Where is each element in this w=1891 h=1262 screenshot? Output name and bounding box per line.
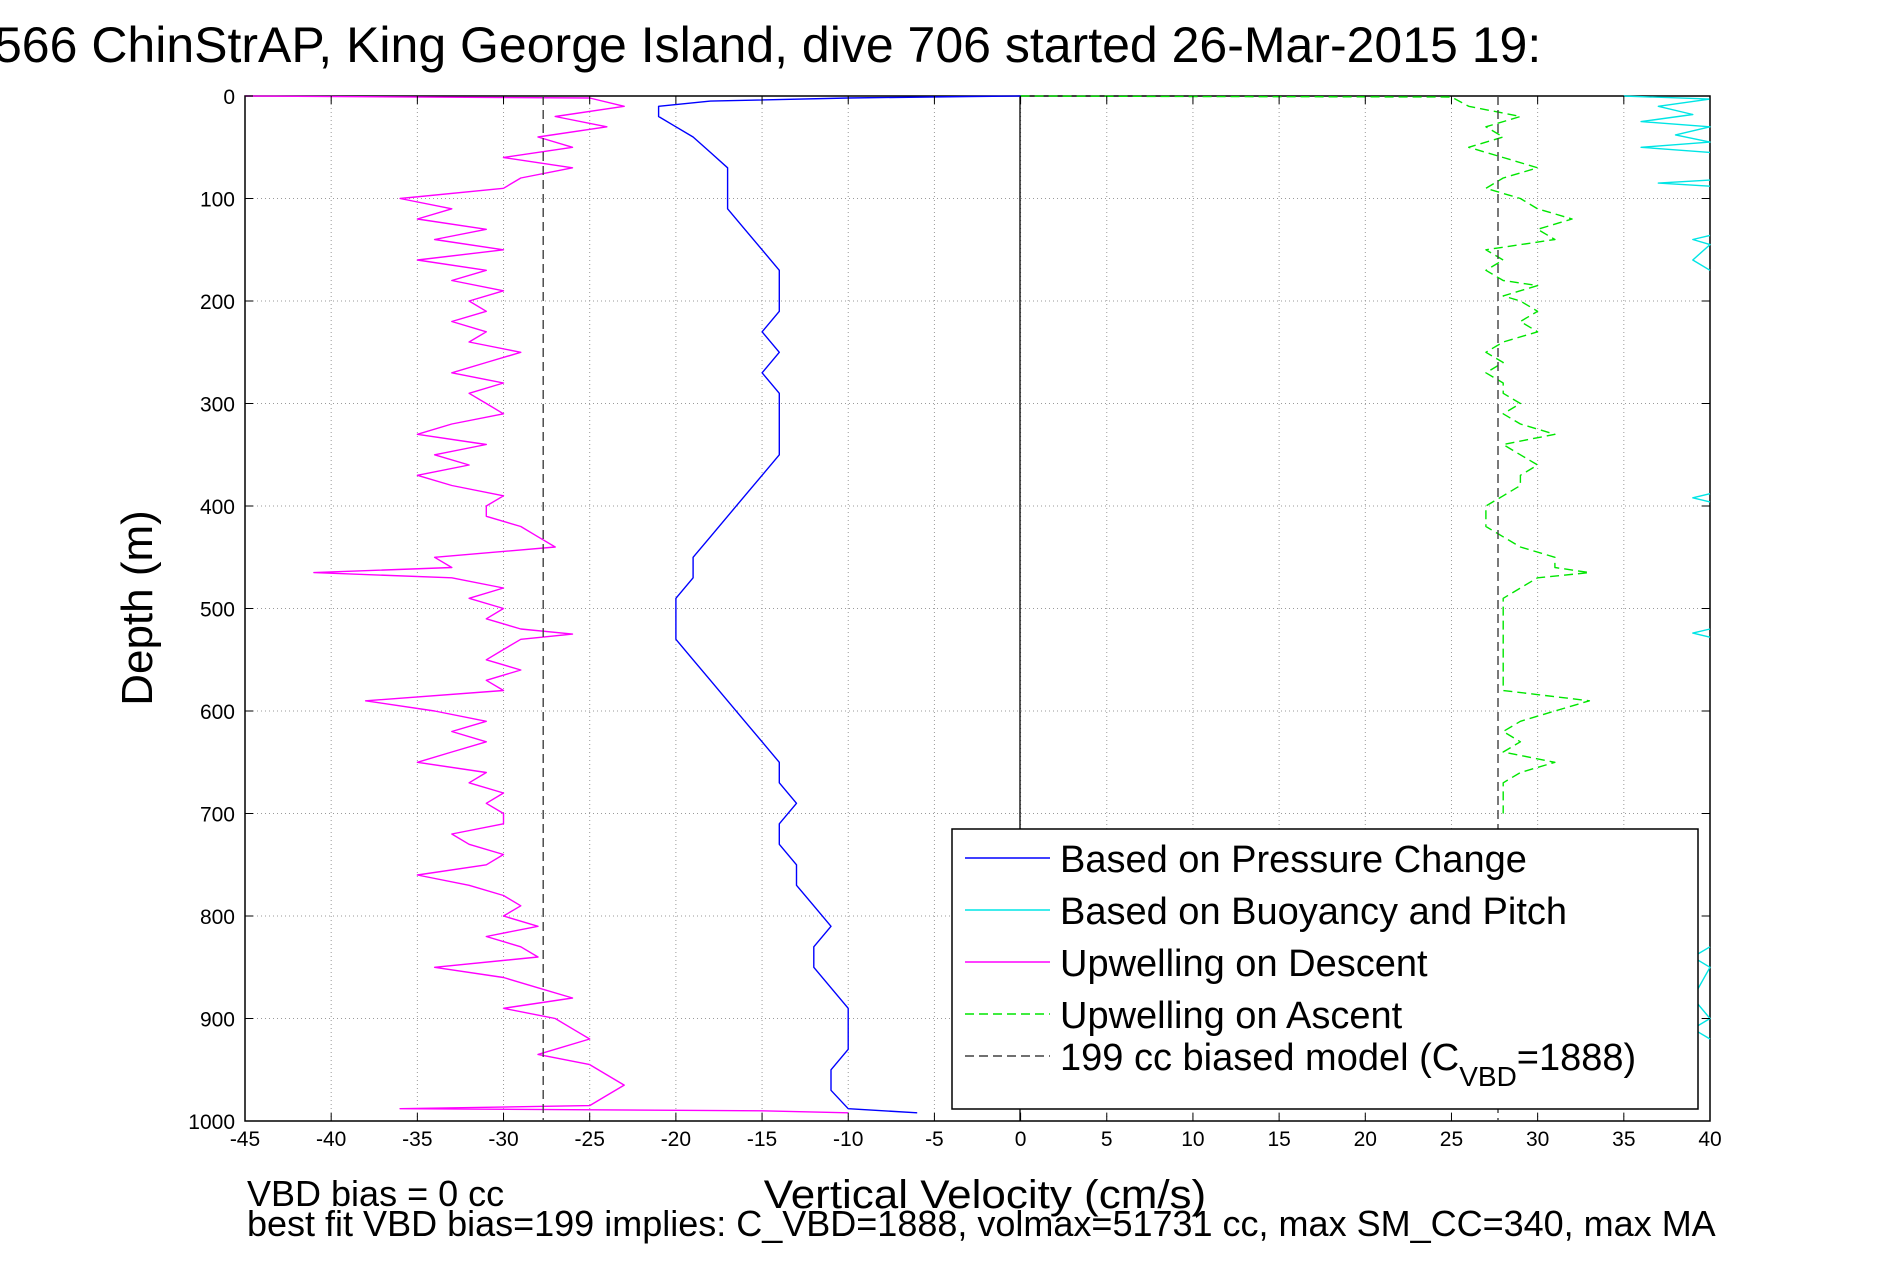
x-tick-label: 5 [1101, 1128, 1113, 1151]
y-tick-label: 300 [200, 394, 235, 417]
y-axis-label: Depth (m) [113, 510, 162, 706]
legend-label-pressure: Based on Pressure Change [1060, 839, 1527, 881]
y-tick-label: 700 [200, 804, 235, 827]
y-tick-label: 400 [200, 496, 235, 519]
x-tick-label: -30 [488, 1128, 518, 1151]
x-tick-label: 0 [1015, 1128, 1027, 1151]
y-tick-label: 0 [223, 86, 235, 109]
legend-label-descent: Upwelling on Descent [1060, 943, 1428, 985]
x-tick-label: -45 [230, 1128, 260, 1151]
series-line-4 [1692, 493, 1711, 503]
x-tick-label: 30 [1526, 1128, 1549, 1151]
footer-best-fit: best fit VBD bias=199 implies: C_VBD=188… [247, 1203, 1716, 1244]
series-line-2 [1657, 179, 1711, 187]
series-line-7 [244, 95, 849, 1114]
legend-label-model: 199 cc biased model (CVBD=1888) [1060, 1037, 1636, 1092]
series-line-0 [657, 95, 1021, 1114]
y-tick-label: 900 [200, 1009, 235, 1032]
legend-label-ascent: Upwelling on Ascent [1060, 995, 1403, 1037]
footer-vbd-bias: VBD bias = 0 cc [247, 1173, 504, 1214]
x-tick-label: 10 [1181, 1128, 1204, 1151]
x-tick-label: 20 [1354, 1128, 1377, 1151]
x-tick-label: -35 [402, 1128, 432, 1151]
x-tick-label: 25 [1440, 1128, 1463, 1151]
series-line-8 [1020, 95, 1591, 814]
x-tick-label: 15 [1267, 1128, 1290, 1151]
x-ticks: -45 -40 -35 -30 -25 -20 -15 -10 -5 0 5 10 15 20 25 30 35… [230, 96, 1722, 1151]
legend-label-buoyancy: Based on Buoyancy and Pitch [1060, 891, 1567, 933]
series-line-1 [1623, 95, 1711, 154]
x-tick-label: -15 [747, 1128, 777, 1151]
y-ticks: 0 100 200 300 400 500 600 700 800 900 1000 [188, 86, 1710, 1134]
y-tick-label: 600 [200, 701, 235, 724]
chart-title: 566 ChinStrAP, King George Island, dive … [0, 17, 1541, 73]
x-tick-label: -40 [316, 1128, 346, 1151]
x-tick-label: -10 [833, 1128, 863, 1151]
y-tick-label: 200 [200, 291, 235, 314]
y-tick-label: 500 [200, 599, 235, 622]
x-tick-label: -20 [661, 1128, 691, 1151]
legend-box [951, 828, 1699, 1110]
legend: Based on Pressure Change Based on Buoyan… [951, 828, 1699, 1110]
y-tick-label: 800 [200, 906, 235, 929]
x-tick-label: -25 [575, 1128, 605, 1151]
series-layer [244, 95, 1711, 1121]
series-line-5 [1692, 628, 1711, 638]
grid [244, 95, 1711, 1122]
series-line-3 [1692, 234, 1711, 271]
y-tick-label: 100 [200, 189, 235, 212]
x-tick-label: -5 [925, 1128, 944, 1151]
x-tick-label: 40 [1698, 1128, 1721, 1151]
x-axis-label: Vertical Velocity (cm/s) [764, 1172, 1206, 1216]
x-tick-label: 35 [1612, 1128, 1635, 1151]
y-tick-label: 1000 [188, 1111, 235, 1134]
